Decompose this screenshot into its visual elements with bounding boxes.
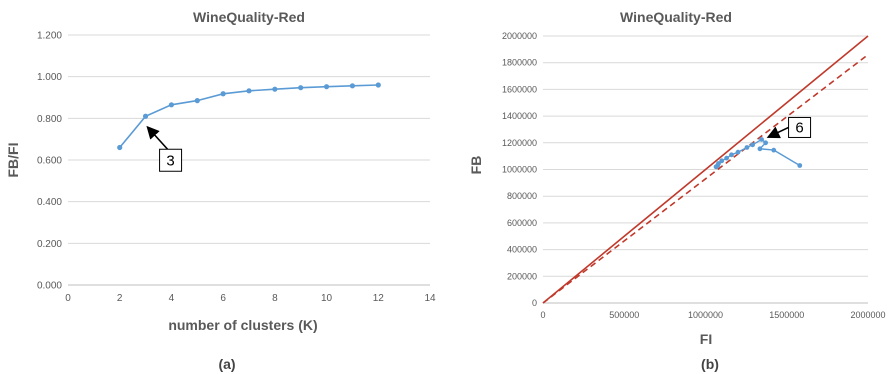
chart-a-data-point bbox=[323, 84, 330, 90]
chart-b-reference-line-dashed bbox=[542, 54, 869, 304]
chart-b-xtick-label: 2000000 bbox=[850, 310, 885, 320]
chart-a-xlabel: number of clusters (K) bbox=[168, 317, 317, 333]
chart-b-ytick-label: 800000 bbox=[507, 191, 537, 201]
chart-b-annotation-arrow bbox=[766, 126, 789, 139]
chart-b-ytick-label: 400000 bbox=[507, 245, 537, 255]
chart-b-data-point bbox=[735, 149, 741, 155]
chart-b-xlabel: FI bbox=[700, 331, 712, 347]
chart-a-data-point bbox=[220, 91, 226, 97]
chart-a-ytick-label: 0.600 bbox=[37, 156, 62, 167]
chart-b-xtick-label: 1000000 bbox=[688, 310, 723, 320]
chart-b-ytick-label: 200000 bbox=[507, 271, 537, 281]
chart-b-annotation: 6 bbox=[766, 116, 812, 139]
chart-a-xtick-label: 10 bbox=[321, 293, 333, 304]
chart-b-data-point bbox=[715, 163, 721, 168]
chart-a-xtick-label: 8 bbox=[272, 293, 278, 304]
chart-b-ytick-label: 600000 bbox=[507, 218, 537, 228]
chart-b-data-point bbox=[771, 147, 777, 153]
chart-a-ylabel: FB/FI bbox=[5, 143, 21, 178]
chart-a-annotation: 3 bbox=[146, 125, 183, 172]
chart-a-data-point bbox=[168, 102, 175, 108]
chart-b-annotation-label: 6 bbox=[795, 119, 803, 136]
chart-a-data-point bbox=[117, 144, 123, 151]
chart-a-data-point bbox=[349, 83, 356, 89]
chart-a-series bbox=[117, 82, 381, 151]
chart-b-xtick-label: 1500000 bbox=[769, 310, 804, 320]
chart-b-data-point bbox=[757, 146, 763, 152]
chart-b-ytick-label: 0 bbox=[532, 298, 537, 308]
chart-a-xtick-label: 12 bbox=[373, 293, 385, 304]
chart-a-data-point bbox=[246, 88, 252, 94]
chart-a-data-point bbox=[375, 82, 381, 88]
chart-b-data-point bbox=[729, 152, 734, 158]
chart-b-ytick-label: 1000000 bbox=[502, 165, 537, 175]
chart-a-tick-labels: 0.000 0.200 0.400 0.600 0.800 1.000 1.200 0 2 4 6 8… bbox=[37, 31, 436, 305]
chart-b-data-point bbox=[744, 145, 750, 150]
chart-b-ytick-label: 1600000 bbox=[502, 84, 537, 94]
chart-a-annotation-label: 3 bbox=[166, 152, 174, 169]
chart-a-data-point bbox=[142, 113, 149, 119]
chart-b-ytick-label: 1200000 bbox=[502, 138, 537, 148]
chart-b-gridlines bbox=[543, 35, 868, 277]
chart-a-data-point bbox=[298, 85, 304, 91]
chart-a-data-point bbox=[272, 86, 278, 92]
chart-b-tick-labels: 0 200000 400000 600000 800000 1000000 1200000 1… bbox=[502, 31, 886, 320]
chart-b-ytick-label: 1800000 bbox=[502, 58, 537, 68]
chart-b-caption: (b) bbox=[701, 356, 719, 372]
chart-a-xtick-label: 4 bbox=[169, 293, 175, 304]
chart-b-series-line bbox=[715, 138, 801, 168]
chart-b-data-point bbox=[724, 155, 730, 161]
chart-b-xtick-label: 0 bbox=[540, 310, 545, 320]
chart-b-data-point bbox=[719, 158, 725, 164]
chart-b-title: WineQuality-Red bbox=[620, 9, 732, 25]
chart-a-xtick-label: 0 bbox=[65, 293, 71, 304]
chart-b-xtick-label: 500000 bbox=[609, 310, 639, 320]
chart-a-ytick-label: 0.000 bbox=[37, 281, 62, 292]
chart-b-data-point bbox=[759, 137, 764, 142]
chart-a-ytick-label: 0.200 bbox=[37, 239, 62, 250]
chart-a-xtick-label: 2 bbox=[117, 293, 123, 304]
chart-b-ytick-label: 1400000 bbox=[502, 111, 537, 121]
chart-b-data-point bbox=[797, 163, 803, 168]
chart-a-caption: (a) bbox=[218, 356, 235, 372]
chart-b-data-point bbox=[763, 140, 769, 146]
chart-a: WineQuality-Red 0.000 0.200 0.400 0.600 0.80… bbox=[5, 9, 436, 372]
chart-b-reference-line-solid bbox=[542, 35, 869, 304]
chart-b-annotation-box bbox=[788, 116, 812, 138]
chart-a-xtick-label: 14 bbox=[424, 293, 436, 304]
chart-b-ytick-label: 2000000 bbox=[502, 31, 537, 41]
chart-b-series bbox=[713, 137, 803, 170]
chart-a-ytick-label: 0.800 bbox=[37, 114, 62, 125]
chart-a-ytick-label: 1.000 bbox=[37, 72, 62, 83]
chart-a-annotation-arrow bbox=[146, 125, 169, 150]
chart-a-ytick-label: 1.200 bbox=[37, 31, 62, 42]
chart-b-ylabel: FB bbox=[468, 156, 484, 175]
chart-b-reference-lines bbox=[542, 35, 869, 304]
chart-a-gridlines bbox=[68, 34, 430, 244]
chart-b-data-point bbox=[750, 142, 756, 148]
chart-a-annotation-box bbox=[159, 148, 183, 172]
chart-a-data-point bbox=[194, 98, 200, 104]
chart-a-xtick-label: 6 bbox=[220, 293, 226, 304]
chart-a-ytick-label: 0.400 bbox=[37, 197, 62, 208]
chart-a-title: WineQuality-Red bbox=[193, 9, 305, 25]
chart-b: WineQuality-Red 0 200000 400000 600000 80000… bbox=[468, 9, 886, 372]
